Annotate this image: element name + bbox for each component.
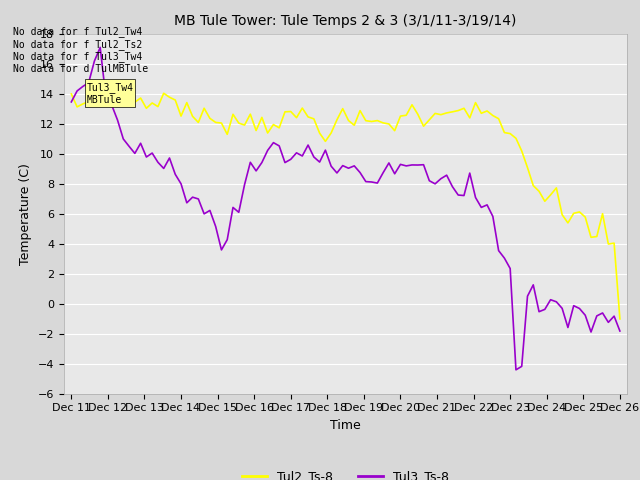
Legend: Tul2_Ts-8, Tul3_Ts-8: Tul2_Ts-8, Tul3_Ts-8 (237, 465, 454, 480)
Title: MB Tule Tower: Tule Temps 2 & 3 (3/1/11-3/19/14): MB Tule Tower: Tule Temps 2 & 3 (3/1/11-… (175, 14, 516, 28)
Text: Tul3_Tw4
MBTule: Tul3_Tw4 MBTule (86, 82, 134, 105)
Text: No data for f Tul2_Tw4
No data for f Tul2_Ts2
No data for f Tul3_Tw4
No data for: No data for f Tul2_Tw4 No data for f Tul… (13, 26, 148, 74)
X-axis label: Time: Time (330, 419, 361, 432)
Y-axis label: Temperature (C): Temperature (C) (19, 163, 32, 264)
